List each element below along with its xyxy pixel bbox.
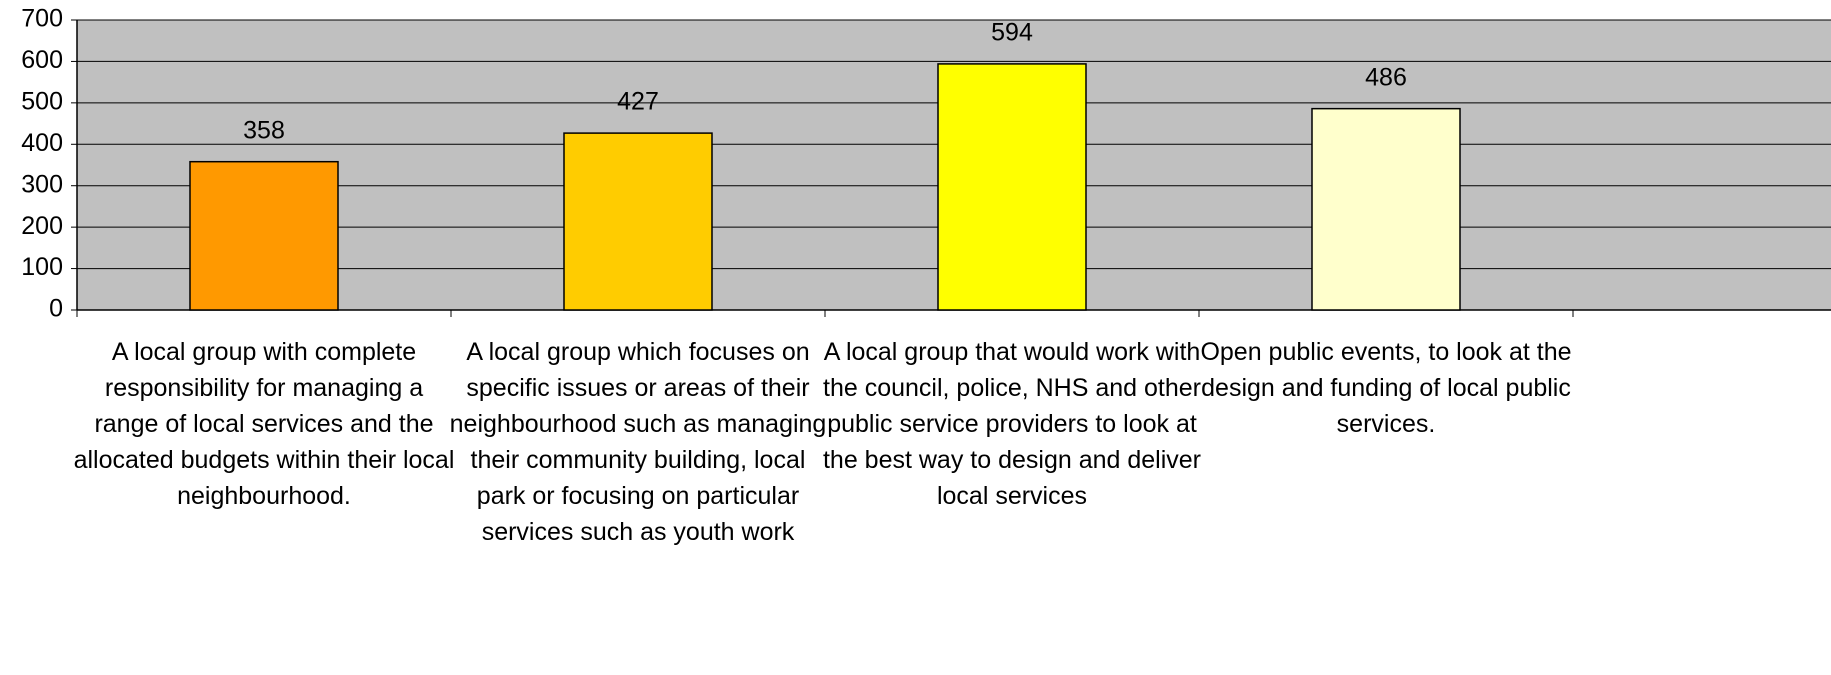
bar — [189, 160, 339, 311]
data-label: 594 — [991, 19, 1033, 47]
y-tick-label: 700 — [21, 5, 63, 33]
y-tick-label: 300 — [21, 170, 63, 198]
y-tick-label: 200 — [21, 212, 63, 240]
data-label: 427 — [617, 88, 659, 116]
data-label: 486 — [1365, 63, 1407, 91]
y-tick-label: 500 — [21, 87, 63, 115]
x-tick-label: A local group that would work with the c… — [822, 338, 1201, 510]
bar — [937, 63, 1087, 311]
bar — [563, 132, 713, 311]
y-tick-label: 0 — [49, 295, 63, 323]
x-tick-label: A local group with complete responsibili… — [73, 338, 455, 510]
data-label: 358 — [243, 116, 285, 144]
x-tick-label: A local group which focuses on specific … — [449, 338, 827, 546]
y-tick-label: 400 — [21, 129, 63, 157]
y-tick-label: 100 — [21, 253, 63, 281]
y-tick-label: 600 — [21, 46, 63, 74]
x-tick-label: Open public events, to look at the desig… — [1200, 338, 1572, 438]
bar — [1311, 107, 1461, 311]
